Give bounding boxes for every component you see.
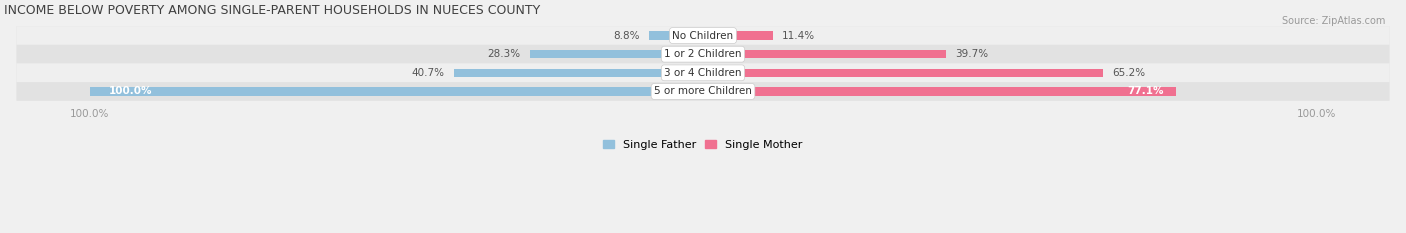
Bar [90,87,703,96]
Bar [650,31,703,40]
Bar [703,87,1175,96]
Text: 40.7%: 40.7% [412,68,444,78]
FancyBboxPatch shape [17,64,1389,82]
FancyBboxPatch shape [17,82,1389,101]
FancyBboxPatch shape [17,26,1389,45]
Text: 3 or 4 Children: 3 or 4 Children [664,68,742,78]
Legend: Single Father, Single Mother: Single Father, Single Mother [603,140,803,150]
Text: 11.4%: 11.4% [782,31,815,41]
Text: 100.0%: 100.0% [108,86,152,96]
Text: 8.8%: 8.8% [613,31,640,41]
FancyBboxPatch shape [17,45,1389,64]
FancyBboxPatch shape [17,64,1389,82]
Bar [530,50,703,58]
Bar [703,69,1102,77]
Text: 39.7%: 39.7% [956,49,988,59]
Text: 1 or 2 Children: 1 or 2 Children [664,49,742,59]
Bar [703,31,773,40]
Text: Source: ZipAtlas.com: Source: ZipAtlas.com [1281,16,1385,26]
FancyBboxPatch shape [17,26,1389,45]
Bar [454,69,703,77]
Text: 77.1%: 77.1% [1126,86,1163,96]
Bar [703,50,946,58]
Text: INCOME BELOW POVERTY AMONG SINGLE-PARENT HOUSEHOLDS IN NUECES COUNTY: INCOME BELOW POVERTY AMONG SINGLE-PARENT… [4,4,540,17]
FancyBboxPatch shape [17,82,1389,101]
Text: 65.2%: 65.2% [1112,68,1144,78]
Text: 28.3%: 28.3% [488,49,520,59]
FancyBboxPatch shape [17,45,1389,64]
Text: No Children: No Children [672,31,734,41]
Text: 5 or more Children: 5 or more Children [654,86,752,96]
